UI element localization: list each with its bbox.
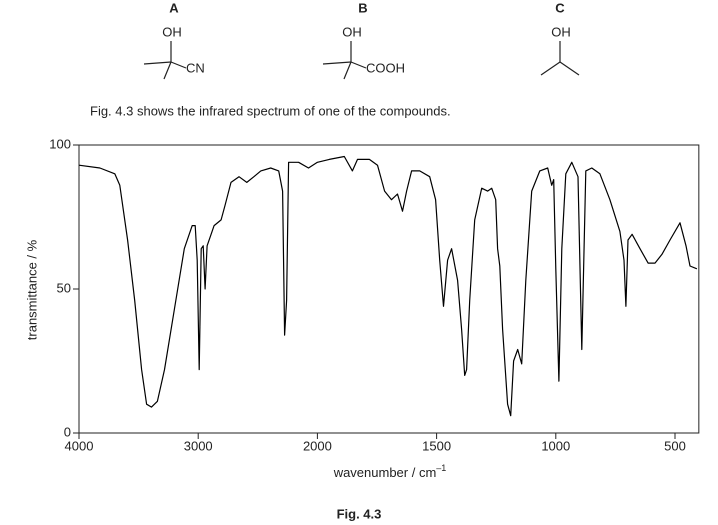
group: OH bbox=[342, 24, 362, 39]
structures: A OH CN B OH COOH C OH bbox=[143, 0, 580, 80]
y-axis-label: transmittance / % bbox=[24, 239, 39, 340]
x-axis-label-text: wavenumber / cm bbox=[333, 465, 437, 480]
bond bbox=[343, 61, 352, 80]
compound-letter: C bbox=[555, 0, 565, 15]
x-tick-label: 1000 bbox=[541, 438, 570, 453]
compound-letter: A bbox=[169, 0, 179, 15]
x-tick-label: 500 bbox=[664, 438, 686, 453]
bond bbox=[540, 61, 561, 76]
bond bbox=[170, 61, 187, 69]
x-axis-label: wavenumber / cm–1 bbox=[333, 463, 447, 480]
bond bbox=[322, 61, 352, 65]
y-tick-label: 50 bbox=[57, 280, 71, 295]
figure-label: Fig. 4.3 bbox=[337, 506, 382, 521]
compound-letter: B bbox=[358, 0, 367, 15]
bond bbox=[350, 61, 367, 69]
group: OH bbox=[551, 24, 571, 39]
group: COOH bbox=[366, 60, 405, 75]
group: CN bbox=[186, 60, 205, 75]
group: OH bbox=[162, 24, 182, 39]
caption: Fig. 4.3 shows the infrared spectrum of … bbox=[90, 103, 451, 118]
bond bbox=[143, 61, 172, 65]
spectrum-line bbox=[78, 155, 698, 417]
x-tick-label: 2000 bbox=[303, 438, 332, 453]
x-axis-label-sup: –1 bbox=[436, 463, 446, 473]
bond bbox=[559, 61, 580, 76]
y-tick-label: 0 bbox=[64, 424, 71, 439]
x-tick-label: 1500 bbox=[422, 438, 451, 453]
y-tick-label: 100 bbox=[49, 136, 71, 151]
x-tick-label: 4000 bbox=[65, 438, 94, 453]
x-tick-label: 3000 bbox=[184, 438, 213, 453]
bond bbox=[163, 61, 172, 80]
